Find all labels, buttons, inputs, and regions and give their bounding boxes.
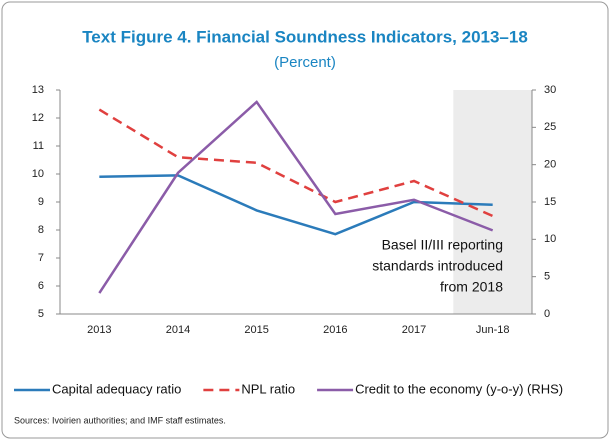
- legend-label: Capital adequacy ratio: [52, 381, 181, 396]
- x-tick-label: 2014: [166, 324, 190, 336]
- legend-label: Credit to the economy (y-o-y) (RHS): [355, 381, 563, 396]
- y2-tick-label: 5: [544, 271, 550, 283]
- y-tick-label: 13: [32, 84, 44, 96]
- x-tick-label: 2017: [402, 324, 426, 336]
- x-tick-label: 2015: [244, 324, 268, 336]
- chart-subtitle: (Percent): [274, 54, 336, 71]
- source: Sources: Ivoirien authorities; and IMF s…: [14, 415, 226, 425]
- x-tick-label: Jun-18: [476, 324, 510, 336]
- y-tick-label: 5: [38, 308, 44, 320]
- y2-tick-label: 15: [544, 196, 556, 208]
- y2-tick-label: 25: [544, 121, 556, 133]
- annotation: Basel II/III reporting: [382, 237, 503, 253]
- series-line: [99, 174, 493, 236]
- highlight-region: [453, 90, 532, 314]
- y-tick-label: 6: [38, 280, 44, 292]
- x-tick-label: 2013: [87, 324, 111, 336]
- annotation: from 2018: [440, 279, 503, 295]
- annotation: standards introduced: [372, 258, 503, 274]
- y2-tick-label: 0: [544, 308, 550, 320]
- y2-tick-label: 30: [544, 84, 556, 96]
- y-tick-label: 10: [32, 168, 44, 180]
- y-tick-label: 12: [32, 112, 44, 124]
- y-tick-label: 9: [38, 196, 44, 208]
- y2-tick-label: 20: [544, 159, 556, 171]
- series-line: [98, 100, 494, 294]
- y2-tick-label: 10: [544, 233, 556, 245]
- legend-label: NPL ratio: [241, 381, 295, 396]
- chart-title: Text Figure 4. Financial Soundness Indic…: [82, 27, 528, 46]
- series-line: [98, 108, 494, 218]
- y-tick-label: 11: [33, 140, 44, 152]
- y-tick-label: 7: [38, 252, 44, 264]
- y-tick-label: 8: [38, 224, 44, 236]
- x-tick-label: 2016: [323, 324, 347, 336]
